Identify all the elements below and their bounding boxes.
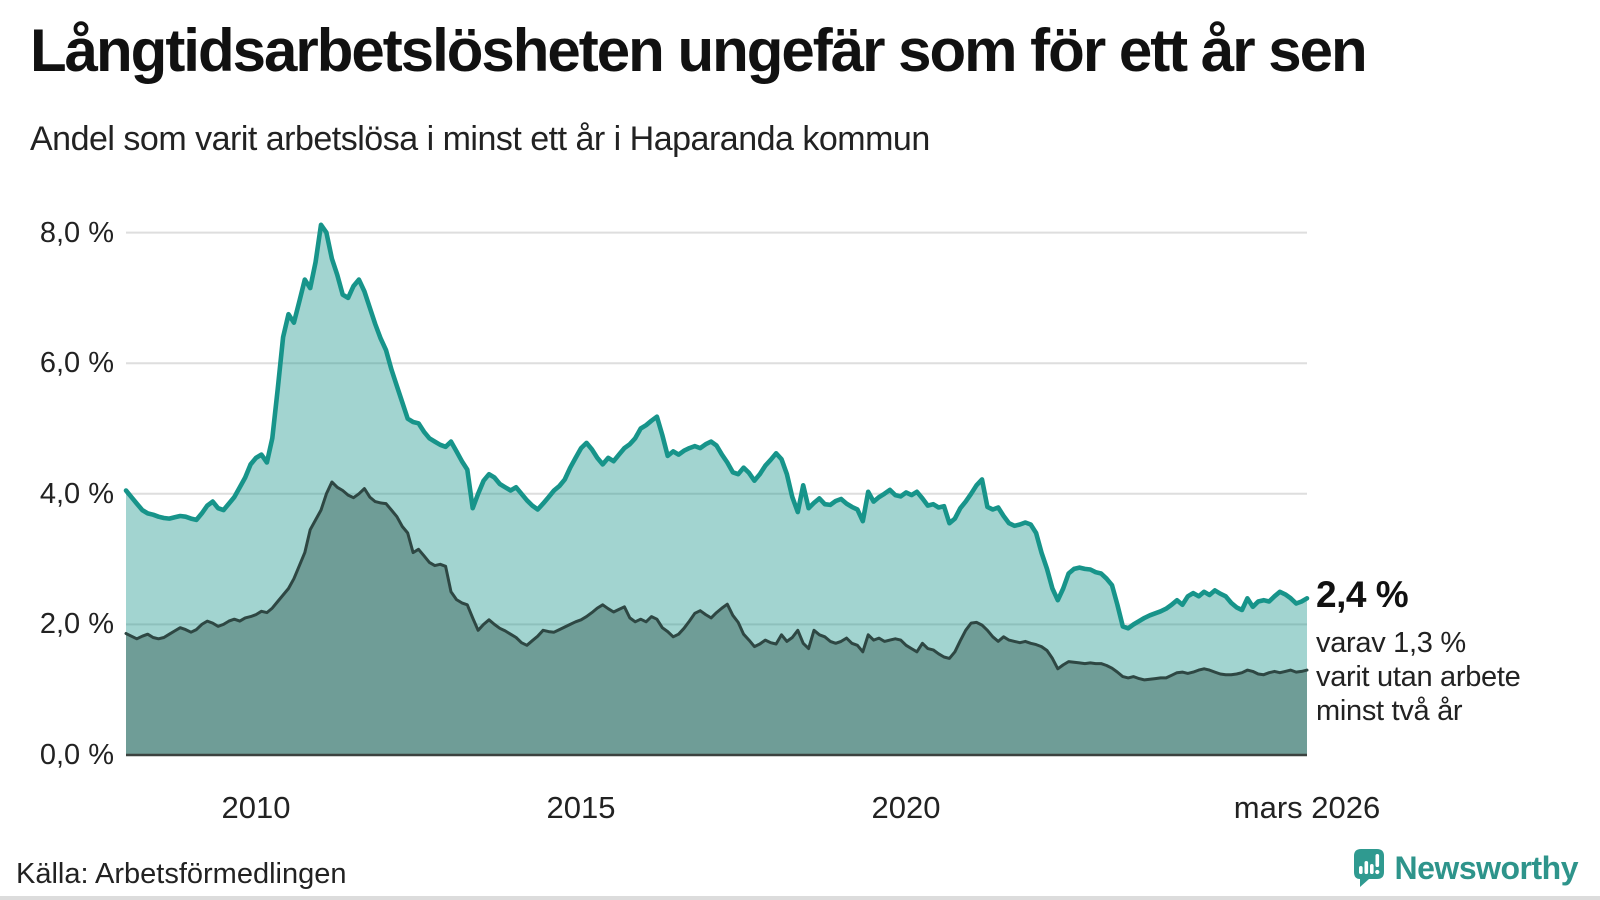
line-two-year (124, 480, 1309, 682)
newsworthy-wordmark: Newsworthy (1394, 849, 1579, 886)
annotation-line: varit utan arbete (1316, 661, 1521, 693)
y-tick-label: 2,0 % (39, 608, 114, 641)
line-one-year (123, 222, 1310, 631)
annotation-line: varav 1,3 % (1316, 627, 1466, 659)
x-tick-label: 2020 (871, 790, 941, 825)
bottom-border (0, 896, 1600, 900)
bar-chart-speech-bubble-icon (1352, 848, 1386, 888)
y-tick-label: 6,0 % (39, 347, 114, 380)
y-tick-label: 0,0 % (39, 739, 114, 771)
y-tick-label: 8,0 % (39, 216, 114, 249)
end-value-one-year: 2,4 % (1316, 574, 1409, 615)
chart-title: Långtidsarbetslösheten ungefär som för e… (30, 17, 1368, 84)
end-value-annotation: 2,4 % varav 1,3 % varit utan arbete minst … (1316, 574, 1586, 728)
area-two-year (126, 482, 1307, 755)
x-tick-label: mars 2026 (1233, 790, 1381, 825)
source-credit: Källa: Arbetsförmedlingen (16, 858, 347, 890)
y-tick-label: 4,0 % (39, 477, 114, 510)
newsworthy-logo[interactable]: Newsworthy (1352, 848, 1579, 888)
annotation-line: minst två år (1316, 695, 1463, 727)
x-tick-label: 2015 (546, 790, 616, 825)
chart-subtitle: Andel som varit arbetslösa i minst ett å… (30, 120, 930, 158)
x-tick-label: 2010 (221, 790, 291, 825)
end-value-detail: varav 1,3 % varit utan arbete minst två år (1316, 626, 1586, 728)
